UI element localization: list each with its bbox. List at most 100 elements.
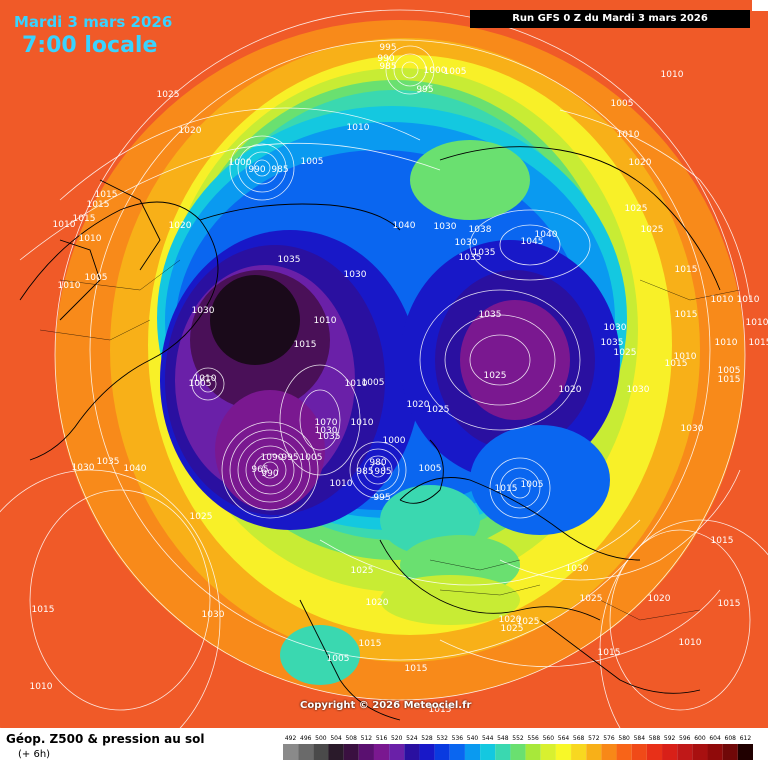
legend-value: 564 [558,735,570,742]
pressure-label: 1030 [566,564,589,574]
pressure-label: 1025 [190,512,213,522]
pressure-label: 1015 [405,664,428,674]
pressure-label: 1015 [429,705,452,715]
pressure-label: 1010 [330,479,353,489]
pressure-label: 1015 [73,214,96,224]
legend-value: 492 [285,735,297,742]
pressure-label: 1010 [661,70,684,80]
legend-swatch [298,744,314,760]
pressure-label: 1025 [501,624,524,634]
pressure-label: 1010 [58,281,81,291]
map-time: 7:00 locale [22,33,158,58]
legend-value: 608 [725,735,737,742]
patch-lime-europe [380,575,520,625]
legend-swatch [586,744,602,760]
pressure-label: 995 [281,453,298,463]
legend-swatch [631,744,647,760]
field-title: Géop. Z500 & pression au sol [6,732,205,746]
pressure-label: 1005 [327,654,350,664]
pressure-label: 1030 [315,426,338,436]
pressure-label: 1010 [351,418,374,428]
pressure-label: 985 [356,467,373,477]
pressure-label: 1015 [32,605,55,615]
pressure-label: 1040 [124,464,147,474]
legend-swatch [495,744,511,760]
pressure-label: 1020 [629,158,652,168]
pressure-label: 1090 [261,453,284,463]
pressure-label: 965 [251,465,268,475]
pressure-label: 1030 [604,323,627,333]
pressure-label: 1015 [711,536,734,546]
pressure-label: 1005 [85,273,108,283]
pressure-label: 985 [379,62,396,72]
pressure-label: 1015 [675,310,698,320]
band-purple-east [460,300,570,420]
pressure-label: 1070 [315,418,338,428]
pressure-label: 1035 [97,457,120,467]
patch-blue-siberia [470,425,610,535]
pressure-label: 1040 [393,221,416,231]
forecast-offset: (+ 6h) [18,749,51,760]
legend-swatch [389,744,405,760]
legend-swatch [707,744,723,760]
legend-value: 588 [649,735,661,742]
legend-value: 612 [740,735,752,742]
pressure-label: 990 [261,469,278,479]
pressure-label: 1010 [314,316,337,326]
pressure-label: 1015 [87,200,110,210]
legend-swatch [480,744,496,760]
legend-value: 528 [421,735,433,742]
pressure-label: 1030 [455,238,478,248]
pressure-label: 1020 [366,598,389,608]
legend-value: 520 [391,735,403,742]
legend-value: 568 [573,735,585,742]
pressure-label: 1030 [192,306,215,316]
legend-swatch [313,744,329,760]
corner-block [752,0,768,11]
pressure-label: 990 [248,165,265,175]
legend-swatch [677,744,693,760]
pressure-label: 1010 [347,123,370,133]
pressure-label: 1035 [601,338,624,348]
legend-swatch [555,744,572,760]
pressure-label: 1025 [351,566,374,576]
pressure-label: 1005 [521,480,544,490]
pressure-label: 1010 [737,295,760,305]
pressure-label: 1015 [495,484,518,494]
legend-swatch [434,744,450,760]
band-violet-south [215,390,325,510]
pressure-label: 995 [416,85,433,95]
pressure-label: 1010 [30,682,53,692]
pressure-label: 1005 [444,67,467,77]
legend-value: 548 [497,735,509,742]
legend-value: 556 [527,735,539,742]
pressure-label: 1030 [681,424,704,434]
pressure-label: 1035 [278,255,301,265]
pressure-label: 1005 [300,453,323,463]
pressure-label: 985 [271,165,288,175]
pressure-label: 1035 [473,248,496,258]
pressure-label: 1010 [53,220,76,230]
pressure-label: 1010 [617,130,640,140]
legend-swatch [510,744,526,760]
pressure-label: 1005 [419,464,442,474]
pressure-label: 995 [373,493,390,503]
legend-swatch [419,744,435,760]
legend-swatch [692,744,708,760]
pressure-label: 1020 [179,126,202,136]
legend-value: 596 [679,735,691,742]
pressure-label: 1030 [434,222,457,232]
pressure-label: 1040 [535,230,558,240]
pressure-label: 1025 [427,405,450,415]
map-date: Mardi 3 mars 2026 [14,13,173,31]
legend-swatch [646,744,663,760]
legend-value: 592 [664,735,676,742]
pressure-label: 1010 [345,379,368,389]
legend-swatch [328,744,344,760]
pressure-label: 1015 [359,639,382,649]
pressure-label: 1035 [459,253,482,263]
pressure-label: 1015 [718,375,741,385]
legend-value: 496 [300,735,312,742]
